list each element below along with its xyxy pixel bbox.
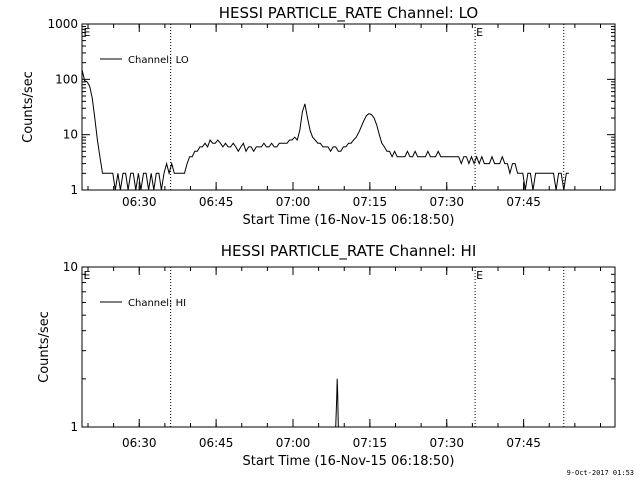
- panel-1-legend-label: Channel: LO: [128, 55, 189, 66]
- panel-1-series-line: [81, 69, 569, 191]
- panel-2-xtick-label: 07:45: [506, 436, 541, 450]
- panel-1-xtick-label: 07:00: [276, 195, 311, 209]
- panel-1-xtick-label: 06:45: [199, 195, 234, 209]
- panel-2-plot-frame: [81, 266, 616, 428]
- panel-1-xtick-label: 07:45: [506, 195, 541, 209]
- panel-1-ytick-label: 10: [63, 128, 78, 142]
- panel-2-title: HESSI PARTICLE_RATE Channel: HI: [221, 242, 477, 261]
- panel-1-title: HESSI PARTICLE_RATE Channel: LO: [219, 4, 478, 23]
- panel-2-y-axis-label: Counts/sec: [37, 311, 52, 383]
- panel-2-xtick-label: 07:30: [429, 436, 464, 450]
- panel-1-ytick-label: 1000: [47, 17, 78, 31]
- panel-2-legend-label: Channel: HI: [128, 298, 186, 309]
- panel-1-xtick-label: 06:30: [122, 195, 157, 209]
- panel-2-ytick-label: 10: [63, 260, 78, 274]
- panel-2-xtick-label: 06:30: [122, 436, 157, 450]
- panel-2-xtick-label: 06:45: [199, 436, 234, 450]
- panel-2-event-mark: E: [476, 269, 483, 282]
- panel-2-xtick-label: 07:00: [276, 436, 311, 450]
- panel-1-plot-frame: [81, 23, 616, 191]
- panel-1-xtick-label: 07:30: [429, 195, 464, 209]
- panel-1-y-axis-label: Counts/sec: [21, 71, 36, 143]
- panel-1-ytick-label: 1: [70, 183, 78, 197]
- panel-2-xtick-label: 07:15: [353, 436, 388, 450]
- panel-2-x-axis-label: Start Time (16-Nov-15 06:18:50): [243, 454, 455, 469]
- panel-2-ytick-label: 1: [70, 420, 78, 434]
- panel-1-event-mark: E: [476, 26, 483, 39]
- panel-2-event-mark: E: [84, 269, 91, 282]
- panel-1-ytick-label: 100: [55, 72, 78, 86]
- timestamp-footer: 9-Oct-2017 01:53: [566, 469, 634, 477]
- panel-1-x-axis-label: Start Time (16-Nov-15 06:18:50): [243, 213, 455, 228]
- panel-2-series-line: [335, 378, 340, 428]
- panel-1-xtick-label: 07:15: [353, 195, 388, 209]
- panel-1-event-mark: E: [84, 26, 91, 39]
